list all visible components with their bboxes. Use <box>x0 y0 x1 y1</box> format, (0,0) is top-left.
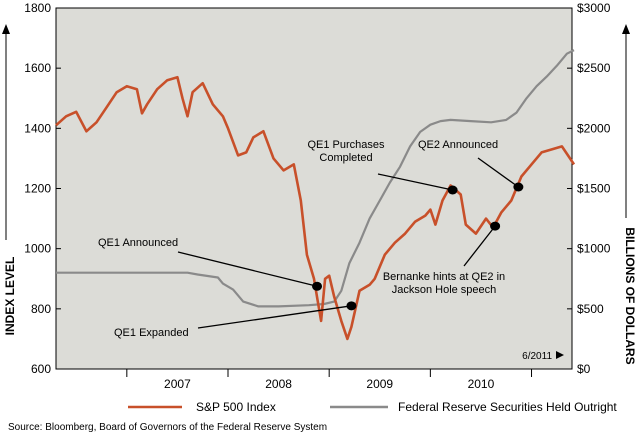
left-tick-label: 1000 <box>24 242 51 256</box>
left-axis-title: INDEX LEVEL <box>3 257 17 336</box>
date-marker: 6/2011 <box>522 351 552 362</box>
right-tick-label: $500 <box>577 302 604 316</box>
plot-area <box>56 8 572 369</box>
x-tick-label: 2009 <box>366 377 393 391</box>
annotation-label: Bernanke hints at QE2 in <box>383 271 505 283</box>
right-y-axis: $0 $500 $1000 $1500 $2000 $2500 $3000 <box>567 1 611 376</box>
annotation-dot <box>312 281 323 291</box>
x-axis: 2007 2008 2009 2010 <box>55 7 573 391</box>
right-tick-label: $1500 <box>577 182 611 196</box>
annotation-leader <box>177 251 318 287</box>
right-axis-title-arrowhead <box>622 24 630 34</box>
left-tick-label: 1400 <box>24 121 51 135</box>
annotation-label: Completed <box>319 152 372 164</box>
right-tick-label: $0 <box>577 362 591 376</box>
annotations: QE1 Announced QE1 Expanded QE1 PurchasesCo… <box>98 139 524 339</box>
annotation-label: QE1 Expanded <box>114 327 189 339</box>
annotation-leader <box>197 305 352 329</box>
annotation-dot <box>513 182 524 192</box>
left-tick-label: 800 <box>31 302 51 316</box>
x-tick-label: 2008 <box>265 377 292 391</box>
left-axis-title-arrowhead <box>2 24 10 34</box>
series-layer <box>55 49 576 341</box>
date-marker-arrow <box>556 351 564 359</box>
plot-frame <box>55 7 573 370</box>
annotation-leader <box>463 225 496 267</box>
legend: S&P 500 Index Federal Reserve Securities… <box>128 400 617 414</box>
legend-label-sp500: S&P 500 Index <box>196 400 276 414</box>
right-axis-title: BILLIONS OF DOLLARS <box>623 227 637 364</box>
left-tick-label: 1600 <box>24 61 51 75</box>
annotation-leader <box>477 157 519 188</box>
annotation-dot <box>346 301 357 311</box>
annotation-leader <box>377 173 453 191</box>
right-tick-label: $1000 <box>577 242 611 256</box>
annotation-label: QE2 Announced <box>418 139 498 151</box>
left-tick-label: 1200 <box>24 182 51 196</box>
annotation-label: QE1 Announced <box>98 237 178 249</box>
left-y-axis: 600 800 1000 1200 1400 1600 1800 <box>24 1 61 376</box>
annotation-dot <box>490 221 501 231</box>
left-tick-label: 600 <box>31 362 51 376</box>
source-note: Source: Bloomberg, Board of Governors of… <box>8 422 328 433</box>
right-tick-label: $2500 <box>577 61 611 75</box>
series-line-fed <box>56 49 575 308</box>
legend-label-fed: Federal Reserve Securities Held Outright <box>398 400 617 414</box>
annotation-dot <box>447 185 458 195</box>
annotation-label: Jackson Hole speech <box>392 284 497 296</box>
right-tick-label: $2000 <box>577 121 611 135</box>
right-tick-label: $3000 <box>577 1 611 15</box>
left-tick-label: 1800 <box>24 1 51 15</box>
series-line-sp500 <box>55 75 576 341</box>
x-tick-label: 2007 <box>164 377 191 391</box>
annotation-label: QE1 Purchases <box>307 139 385 151</box>
x-tick-label: 2010 <box>468 377 495 391</box>
